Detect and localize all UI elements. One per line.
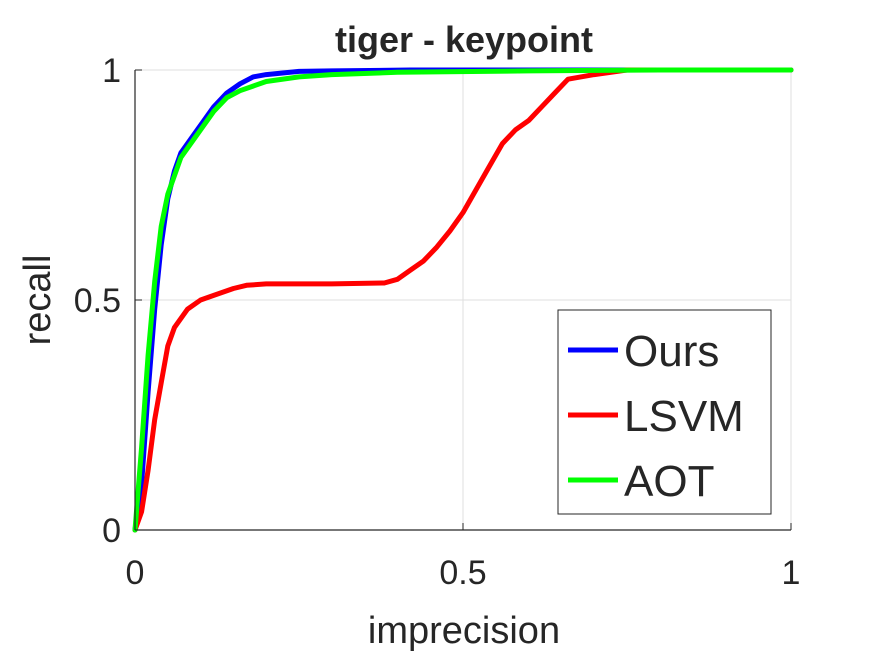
series-line-ours xyxy=(132,67,794,533)
x-tick-label: 1 xyxy=(782,554,801,592)
y-axis-label: recall xyxy=(17,255,59,346)
chart-title: tiger - keypoint xyxy=(335,19,593,60)
series-lines xyxy=(132,67,794,533)
y-tick-label: 0.5 xyxy=(74,282,121,320)
y-tick-label: 1 xyxy=(102,52,121,90)
axes xyxy=(134,69,792,531)
x-axis-label: imprecision xyxy=(368,610,560,652)
x-tick-label: 0.5 xyxy=(439,554,486,592)
legend-label-aot: AOT xyxy=(624,457,714,506)
y-tick-label: 0 xyxy=(102,512,121,550)
tick-labels: 0 0.5 1 0 0.5 1 xyxy=(74,52,801,592)
legend-label-ours: Ours xyxy=(624,327,719,376)
series-line-aot xyxy=(132,67,794,533)
x-tick-label: 0 xyxy=(126,554,145,592)
legend: Ours LSVM AOT xyxy=(557,309,772,515)
series-line-lsvm xyxy=(132,67,794,533)
legend-label-lsvm: LSVM xyxy=(624,392,744,441)
